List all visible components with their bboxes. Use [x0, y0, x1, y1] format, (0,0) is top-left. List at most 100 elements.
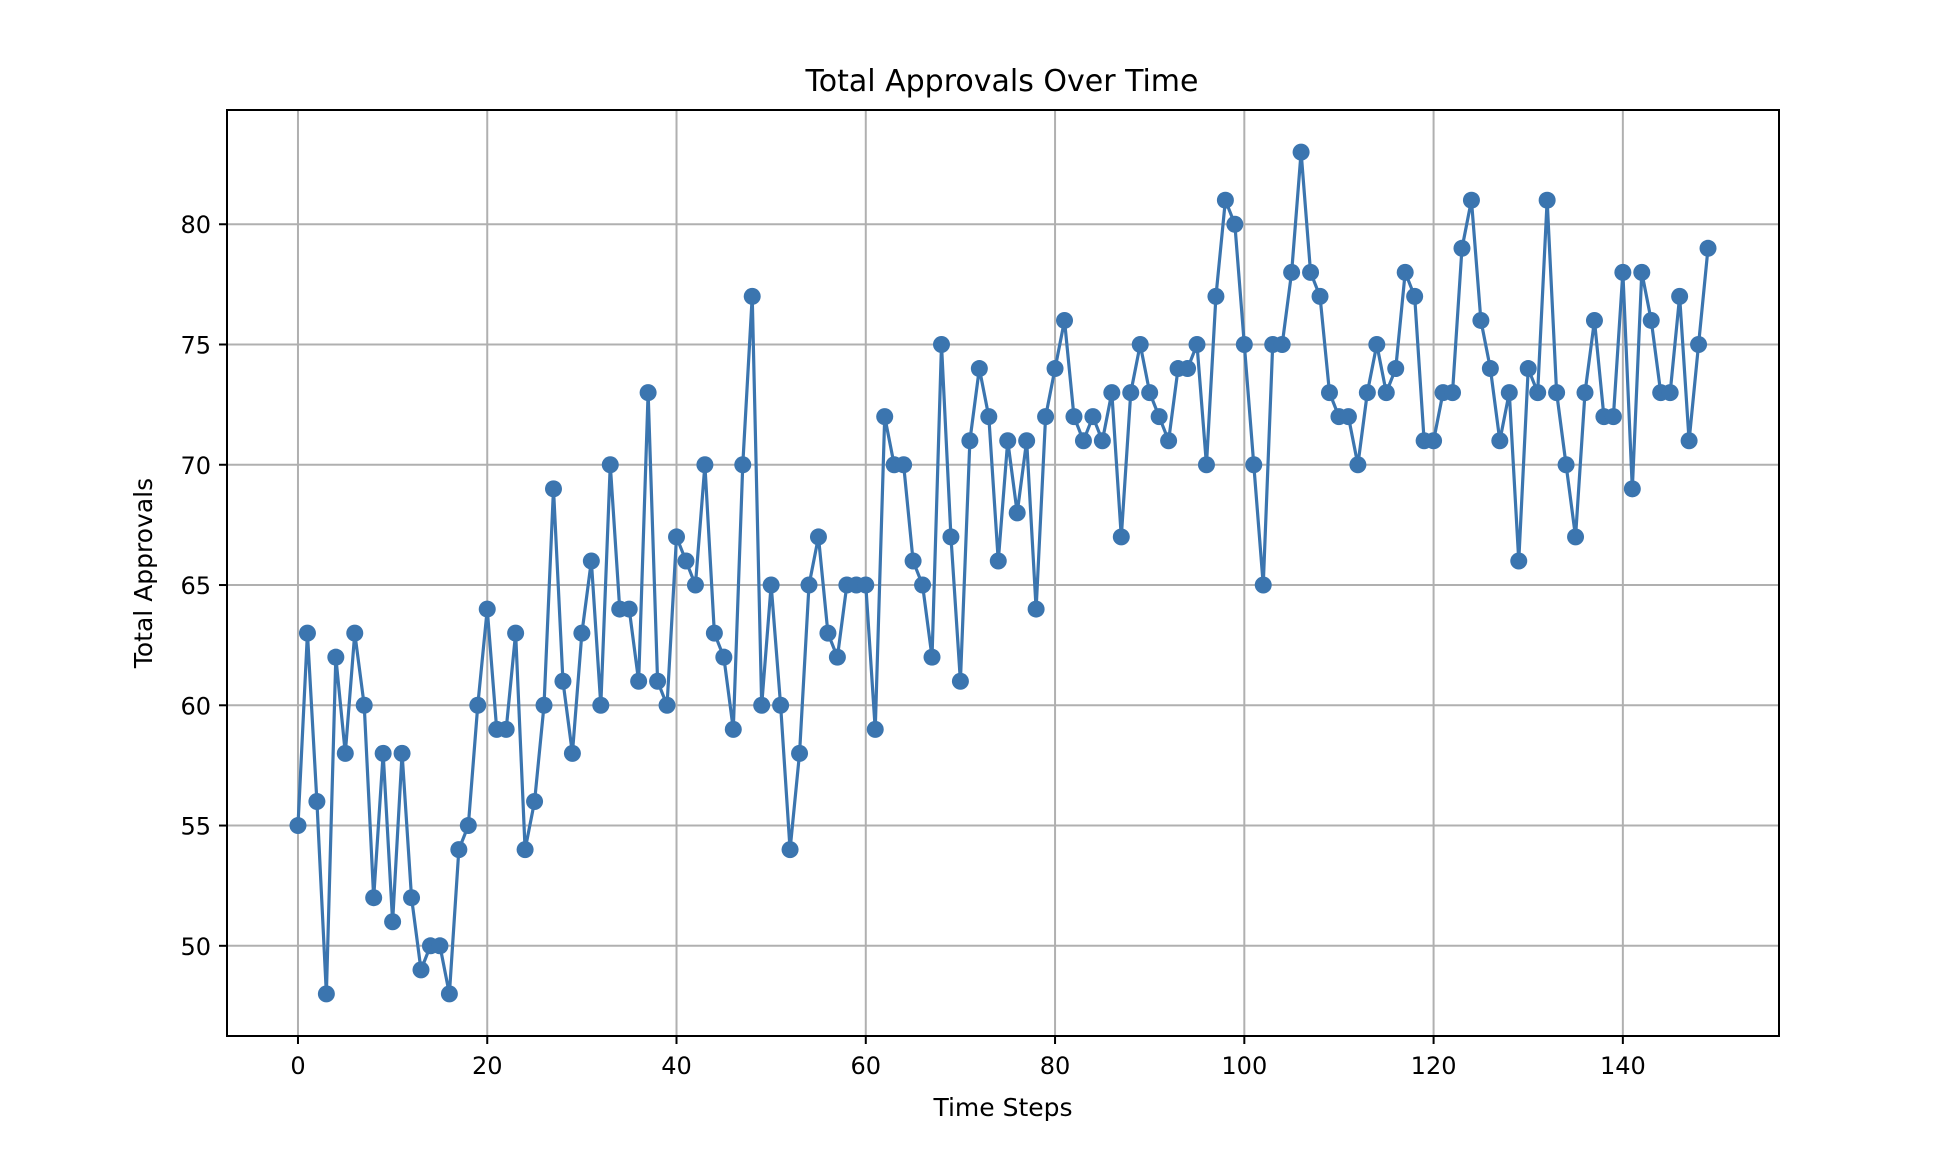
data-point	[999, 432, 1017, 450]
data-point	[582, 552, 600, 570]
data-point	[308, 792, 326, 810]
data-point	[346, 624, 364, 642]
data-point	[1245, 456, 1263, 474]
data-point	[980, 408, 998, 426]
data-point	[904, 552, 922, 570]
chart-title: Total Approvals Over Time	[805, 64, 1199, 99]
data-point	[601, 456, 619, 474]
y-axis-label: Total Approvals	[129, 478, 158, 669]
data-point	[1368, 336, 1386, 354]
data-point	[649, 672, 667, 690]
data-point	[1122, 384, 1140, 402]
x-tick-label: 60	[851, 1052, 882, 1080]
y-tick-label: 75	[180, 332, 211, 360]
data-point	[327, 648, 345, 666]
data-point	[630, 672, 648, 690]
x-axis-ticks: 0 20 40 60 80 100 120 140	[290, 1036, 1646, 1080]
data-point	[535, 696, 553, 714]
data-point	[781, 841, 799, 859]
y-tick-label: 70	[180, 452, 211, 480]
data-point	[1396, 263, 1414, 281]
x-tick-label: 140	[1600, 1052, 1646, 1080]
data-point	[1661, 384, 1679, 402]
data-point	[1585, 311, 1603, 329]
data-point	[1557, 456, 1575, 474]
data-point	[970, 360, 988, 378]
y-tick-label: 55	[180, 813, 211, 841]
data-point	[1226, 215, 1244, 233]
data-point	[1680, 432, 1698, 450]
data-point	[1179, 360, 1197, 378]
data-point	[1387, 360, 1405, 378]
data-point	[1462, 191, 1480, 209]
data-point	[828, 648, 846, 666]
data-point	[951, 672, 969, 690]
data-point	[819, 624, 837, 642]
data-point	[1311, 287, 1329, 305]
x-tick-label: 40	[661, 1052, 692, 1080]
data-point	[374, 744, 392, 762]
data-point	[1633, 263, 1651, 281]
data-point	[1358, 384, 1376, 402]
x-axis-label: Time Steps	[932, 1093, 1072, 1122]
data-point	[1614, 263, 1632, 281]
data-point	[469, 696, 487, 714]
data-point	[1519, 360, 1537, 378]
data-point	[1690, 336, 1708, 354]
data-point	[1548, 384, 1566, 402]
data-point	[1084, 408, 1102, 426]
data-point	[1302, 263, 1320, 281]
data-point	[507, 624, 525, 642]
data-point	[791, 744, 809, 762]
data-point	[923, 648, 941, 666]
data-point	[1037, 408, 1055, 426]
data-point	[1283, 263, 1301, 281]
data-point	[1642, 311, 1660, 329]
data-point	[1444, 384, 1462, 402]
data-point	[365, 889, 383, 907]
data-point	[932, 336, 950, 354]
data-point	[1510, 552, 1528, 570]
data-point	[1216, 191, 1234, 209]
data-point	[914, 576, 932, 594]
data-point	[1472, 311, 1490, 329]
y-tick-label: 50	[180, 933, 211, 961]
data-point	[1425, 432, 1443, 450]
data-point	[1093, 432, 1111, 450]
data-point	[1529, 384, 1547, 402]
y-tick-label: 65	[180, 572, 211, 600]
data-point	[715, 648, 733, 666]
data-point	[393, 744, 411, 762]
data-point	[1538, 191, 1556, 209]
data-point	[895, 456, 913, 474]
data-point	[1604, 408, 1622, 426]
data-point	[1481, 360, 1499, 378]
data-point	[800, 576, 818, 594]
data-point	[459, 817, 477, 835]
data-point	[620, 600, 638, 618]
data-point	[412, 961, 430, 979]
data-point	[1018, 432, 1036, 450]
data-point	[866, 720, 884, 738]
x-tick-label: 80	[1040, 1052, 1071, 1080]
data-point	[743, 287, 761, 305]
data-point	[677, 552, 695, 570]
data-point	[1254, 576, 1272, 594]
data-point	[1046, 360, 1064, 378]
y-axis-ticks: 50 55 60 65 70 75 80	[180, 211, 227, 961]
data-point	[1576, 384, 1594, 402]
data-point	[298, 624, 316, 642]
data-point	[478, 600, 496, 618]
data-point	[1292, 143, 1310, 161]
data-point	[1103, 384, 1121, 402]
data-point	[1491, 432, 1509, 450]
data-point	[1273, 336, 1291, 354]
data-point	[724, 720, 742, 738]
data-point	[762, 576, 780, 594]
data-point	[431, 937, 449, 955]
data-point	[1623, 480, 1641, 498]
data-point	[1150, 408, 1168, 426]
x-tick-label: 0	[290, 1052, 305, 1080]
